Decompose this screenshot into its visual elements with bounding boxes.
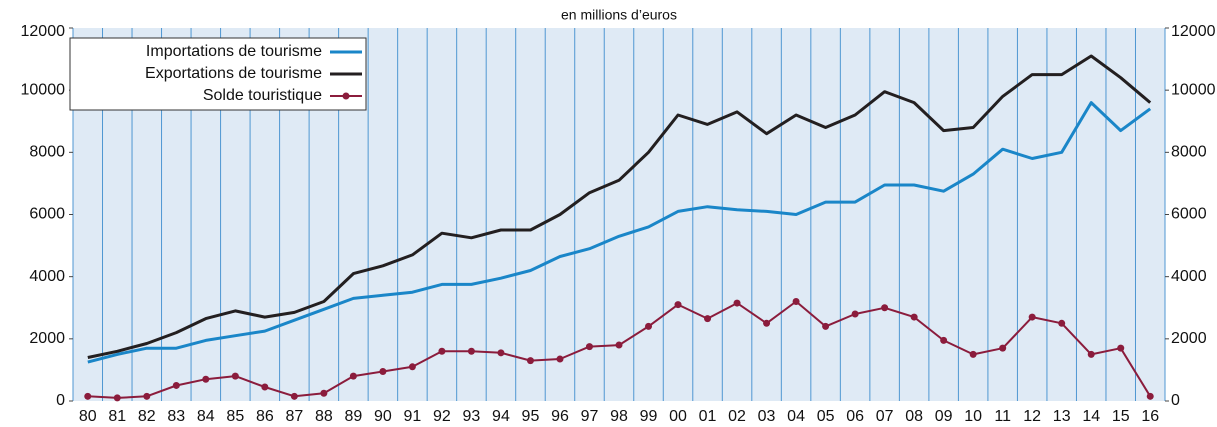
x-tick-label: 97 [581,408,599,425]
series-marker [438,347,446,355]
x-tick-label: 88 [315,408,333,425]
series-marker [379,367,387,375]
series-marker [320,389,328,397]
x-tick-label: 95 [522,408,540,425]
y2-tick-label: 2000 [1171,330,1207,347]
x-tick-label: 00 [669,408,687,425]
y-tick-label: 4000 [29,268,65,285]
x-tick-label: 94 [492,408,510,425]
series-marker [408,363,416,371]
series-marker [467,347,475,355]
y-tick-label: 2000 [29,330,65,347]
y2-tick-label: 10000 [1171,81,1216,98]
x-tick-label: 12 [1023,408,1041,425]
series-marker [615,341,623,349]
series-marker [1146,392,1154,400]
series-marker [733,299,741,307]
series-marker [645,322,653,330]
series-marker [851,310,859,318]
x-tick-label: 13 [1053,408,1071,425]
x-tick-label: 07 [876,408,894,425]
series-marker [113,394,121,402]
x-tick-label: 98 [610,408,628,425]
series-marker [822,322,830,330]
x-tick-label: 05 [817,408,835,425]
series-marker [497,349,505,357]
x-tick-label: 96 [551,408,569,425]
x-tick-label: 85 [226,408,244,425]
x-tick-label: 06 [846,408,864,425]
y2-tick-label: 12000 [1171,23,1216,40]
series-marker [290,392,298,400]
x-tick-label: 90 [374,408,392,425]
x-tick-label: 11 [994,408,1011,425]
x-tick-label: 99 [640,408,658,425]
series-marker [674,301,682,309]
series-marker [704,315,712,323]
y-tick-label: 12000 [21,23,66,40]
x-tick-label: 81 [108,408,126,425]
x-tick-label: 91 [404,408,422,425]
x-tick-label: 01 [699,408,717,425]
x-tick-label: 86 [256,408,274,425]
x-tick-label: 16 [1141,408,1159,425]
x-tick-label: 92 [433,408,451,425]
y-tick-label: 8000 [29,144,65,161]
y2-tick-label: 4000 [1171,268,1207,285]
series-marker [556,355,564,363]
series-line [87,54,1152,359]
series-marker [763,319,771,327]
legend-label: Exportations de tourisme [145,65,322,82]
series-marker [261,383,269,391]
series-marker [526,357,534,365]
legend-label: Importations de tourisme [146,43,322,60]
x-tick-label: 03 [758,408,776,425]
series-marker [999,344,1007,352]
series-marker [1117,344,1125,352]
series-marker [585,343,593,351]
x-tick-label: 15 [1112,408,1130,425]
x-tick-label: 87 [285,408,303,425]
y2-tick-label: 0 [1171,392,1180,409]
x-tick-label: 80 [79,408,97,425]
x-tick-label: 89 [344,408,362,425]
series-marker [881,304,889,312]
series-marker [940,336,948,344]
x-tick-label: 04 [787,408,805,425]
series-marker [792,298,800,306]
x-tick-label: 02 [728,408,746,425]
series-marker [1058,319,1066,327]
y-tick-label: 6000 [29,206,65,223]
y-tick-label: 0 [56,392,65,409]
x-tick-label: 08 [905,408,923,425]
chart-title: en millions d’euros [561,7,677,23]
series-marker [143,392,151,400]
x-tick-label: 10 [964,408,982,425]
x-tick-label: 82 [138,408,156,425]
series-marker [349,372,357,380]
x-tick-label: 84 [197,408,215,425]
series-marker [910,313,918,321]
legend-box [69,37,367,111]
series-marker [969,350,977,358]
series-marker [231,372,239,380]
series-marker [1087,350,1095,358]
x-tick-label: 83 [167,408,185,425]
legend-label: Solde touristique [203,87,322,104]
series-marker [1028,313,1036,321]
x-tick-label: 93 [463,408,481,425]
y2-tick-label: 8000 [1171,144,1207,161]
series-line [87,101,1152,364]
series-marker [172,381,180,389]
y-tick-label: 10000 [21,81,66,98]
series-marker [202,375,210,383]
y2-tick-label: 6000 [1171,206,1207,223]
x-tick-label: 09 [935,408,953,425]
legend-marker [342,92,350,100]
series-marker [84,392,92,400]
x-tick-label: 14 [1082,408,1100,425]
